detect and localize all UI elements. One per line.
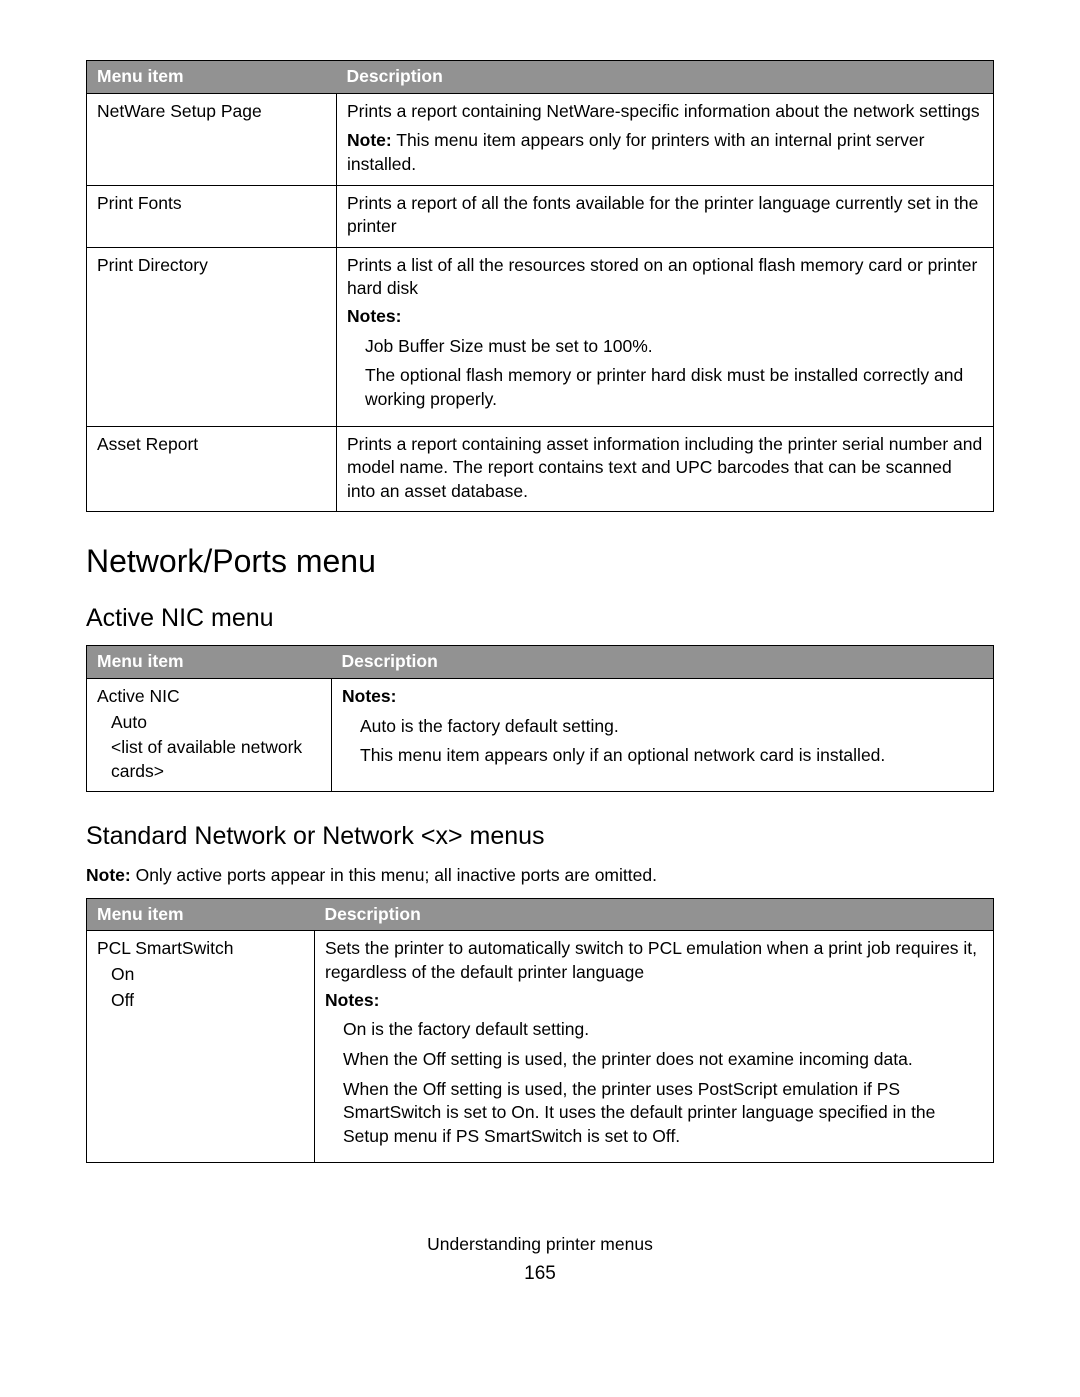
item-name: PCL SmartSwitch bbox=[97, 937, 304, 961]
note-item: The optional flash memory or printer har… bbox=[365, 364, 983, 411]
th-menu-item: Menu item bbox=[87, 61, 337, 94]
table-row: Print Fonts Prints a report of all the f… bbox=[87, 185, 994, 247]
note-text: This menu item appears only for printers… bbox=[347, 130, 924, 174]
note-text: Only active ports appear in this menu; a… bbox=[131, 865, 657, 885]
note-label: Note: bbox=[86, 865, 131, 885]
cell-desc: Notes: Auto is the factory default setti… bbox=[332, 678, 994, 792]
notes-label: Notes: bbox=[325, 989, 983, 1013]
item-options: On Off bbox=[97, 963, 304, 1012]
option: Off bbox=[111, 989, 304, 1013]
cell-item: NetWare Setup Page bbox=[87, 93, 337, 185]
active-nic-table: Menu item Description Active NIC Auto <l… bbox=[86, 645, 994, 792]
option: On bbox=[111, 963, 304, 987]
note-item: This menu item appears only if an option… bbox=[360, 744, 983, 768]
std-network-table: Menu item Description PCL SmartSwitch On… bbox=[86, 898, 994, 1164]
notes-list: Auto is the factory default setting. Thi… bbox=[342, 715, 983, 768]
cell-desc: Prints a report containing NetWare-speci… bbox=[337, 93, 994, 185]
note-line: Note: This menu item appears only for pr… bbox=[347, 129, 983, 176]
table-row: PCL SmartSwitch On Off Sets the printer … bbox=[87, 931, 994, 1163]
note-item: On is the factory default setting. bbox=[343, 1018, 983, 1042]
item-options: Auto <list of available network cards> bbox=[97, 711, 321, 784]
th-description: Description bbox=[337, 61, 994, 94]
cell-desc: Prints a list of all the resources store… bbox=[337, 247, 994, 426]
notes-label: Notes: bbox=[347, 305, 983, 329]
option: <list of available network cards> bbox=[111, 736, 321, 783]
notes-list: Job Buffer Size must be set to 100%. The… bbox=[347, 335, 983, 412]
th-menu-item: Menu item bbox=[87, 646, 332, 679]
note-item: When the Off setting is used, the printe… bbox=[343, 1048, 983, 1072]
notes-list: On is the factory default setting. When … bbox=[325, 1018, 983, 1148]
cell-item: Active NIC Auto <list of available netwo… bbox=[87, 678, 332, 792]
section-heading-network-ports: Network/Ports menu bbox=[86, 540, 994, 583]
cell-item: PCL SmartSwitch On Off bbox=[87, 931, 315, 1163]
cell-desc: Prints a report containing asset informa… bbox=[337, 426, 994, 512]
table-row: Active NIC Auto <list of available netwo… bbox=[87, 678, 994, 792]
std-network-note: Note: Only active ports appear in this m… bbox=[86, 864, 994, 888]
notes-label: Notes: bbox=[342, 685, 983, 709]
cell-item: Print Directory bbox=[87, 247, 337, 426]
desc-text: Prints a report containing NetWare-speci… bbox=[347, 100, 983, 124]
note-item: When the Off setting is used, the printe… bbox=[343, 1078, 983, 1149]
desc-text: Sets the printer to automatically switch… bbox=[325, 937, 983, 984]
option: Auto bbox=[111, 711, 321, 735]
cell-item: Asset Report bbox=[87, 426, 337, 512]
th-description: Description bbox=[315, 898, 994, 931]
cell-desc: Sets the printer to automatically switch… bbox=[315, 931, 994, 1163]
th-description: Description bbox=[332, 646, 994, 679]
subsection-active-nic: Active NIC menu bbox=[86, 602, 994, 636]
desc-text: Prints a list of all the resources store… bbox=[347, 254, 983, 301]
page-footer-text: Understanding printer menus bbox=[86, 1233, 994, 1257]
table-row: NetWare Setup Page Prints a report conta… bbox=[87, 93, 994, 185]
note-item: Auto is the factory default setting. bbox=[360, 715, 983, 739]
reports-menu-table: Menu item Description NetWare Setup Page… bbox=[86, 60, 994, 512]
th-menu-item: Menu item bbox=[87, 898, 315, 931]
note-label: Note: bbox=[347, 130, 392, 150]
page-number: 165 bbox=[86, 1261, 994, 1287]
cell-item: Print Fonts bbox=[87, 185, 337, 247]
table-row: Asset Report Prints a report containing … bbox=[87, 426, 994, 512]
item-name: Active NIC bbox=[97, 685, 321, 709]
note-item: Job Buffer Size must be set to 100%. bbox=[365, 335, 983, 359]
table-row: Print Directory Prints a list of all the… bbox=[87, 247, 994, 426]
subsection-std-network: Standard Network or Network <x> menus bbox=[86, 820, 994, 854]
cell-desc: Prints a report of all the fonts availab… bbox=[337, 185, 994, 247]
